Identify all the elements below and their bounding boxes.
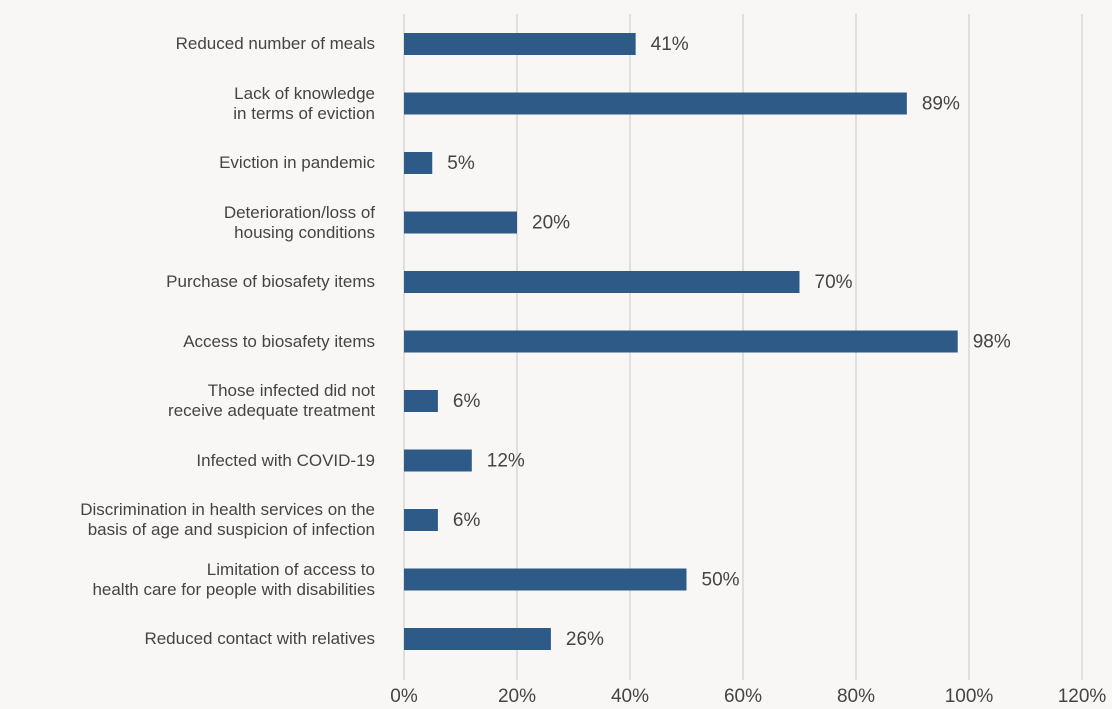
category-label: Limitation of access to health care for … bbox=[92, 559, 375, 599]
bar bbox=[404, 449, 472, 472]
bar bbox=[404, 509, 438, 531]
value-label: 41% bbox=[651, 34, 689, 55]
x-tick-label: 60% bbox=[724, 686, 762, 707]
value-label: 12% bbox=[487, 451, 525, 472]
category-label: Deterioration/loss of housing conditions bbox=[223, 202, 375, 242]
value-label: 5% bbox=[447, 153, 475, 174]
bar bbox=[404, 33, 636, 55]
bar bbox=[404, 390, 438, 412]
bar bbox=[404, 92, 907, 115]
bar bbox=[404, 628, 551, 650]
x-tick-label: 100% bbox=[945, 686, 994, 707]
value-label: 50% bbox=[702, 570, 740, 591]
bar bbox=[404, 211, 517, 234]
value-label: 6% bbox=[453, 391, 481, 412]
value-label: 98% bbox=[973, 332, 1011, 353]
value-label: 20% bbox=[532, 213, 570, 234]
bar bbox=[404, 152, 433, 174]
category-label: Lack of knowledge in terms of eviction bbox=[233, 83, 375, 123]
category-label: Infected with COVID-19 bbox=[196, 450, 375, 470]
category-label: Reduced contact with relatives bbox=[144, 629, 375, 648]
value-label: 6% bbox=[453, 510, 481, 531]
category-label: Purchase of biosafety items bbox=[166, 272, 375, 291]
x-tick-label: 20% bbox=[498, 686, 536, 707]
category-label: Reduced number of meals bbox=[175, 34, 375, 53]
value-label: 70% bbox=[815, 272, 853, 293]
bar bbox=[404, 271, 800, 293]
value-label: 26% bbox=[566, 629, 604, 650]
x-tick-label: 120% bbox=[1058, 686, 1107, 707]
category-label: Those infected did not receive adequate … bbox=[168, 381, 375, 420]
category-label: Discrimination in health services on the… bbox=[80, 500, 375, 539]
x-tick-label: 80% bbox=[837, 686, 875, 707]
x-tick-label: 40% bbox=[611, 686, 649, 707]
category-label: Eviction in pandemic bbox=[219, 153, 375, 172]
category-label: Access to biosafety items bbox=[183, 331, 375, 351]
x-tick-label: 0% bbox=[390, 686, 418, 707]
bar bbox=[404, 568, 687, 591]
value-label: 89% bbox=[922, 94, 960, 115]
bar bbox=[404, 330, 958, 353]
